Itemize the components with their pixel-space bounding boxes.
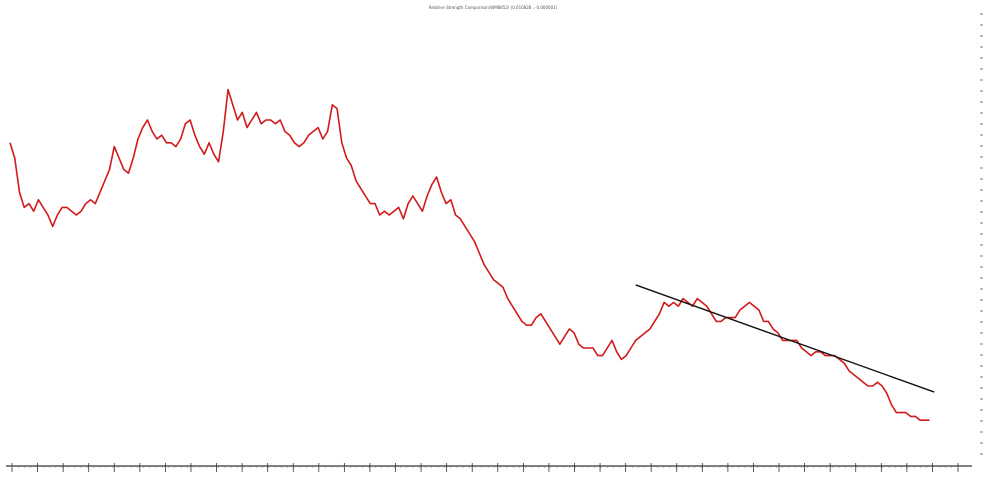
trend-line bbox=[635, 284, 935, 393]
y-axis bbox=[980, 13, 983, 455]
x-axis bbox=[6, 463, 972, 472]
series-line-relative-strength bbox=[9, 88, 930, 422]
plot-area bbox=[9, 88, 935, 422]
chart-title: Relative Strength Comparison(WM8852) (0.… bbox=[429, 5, 558, 10]
